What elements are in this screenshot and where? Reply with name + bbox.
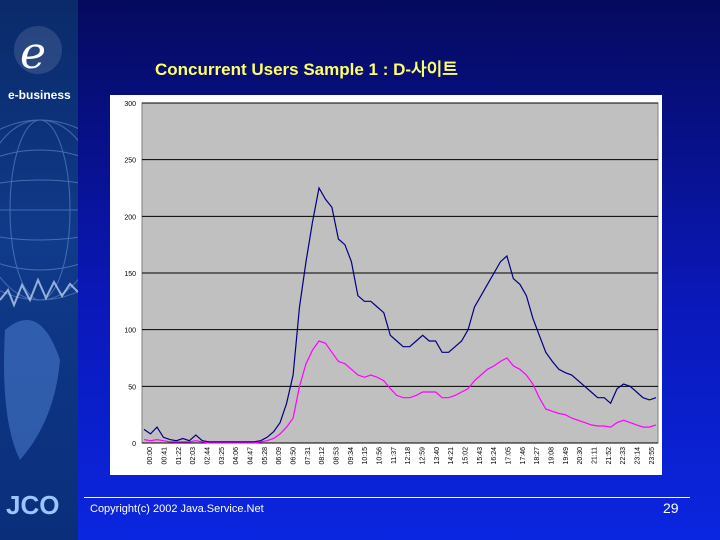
x-tick-label: 03:25: [219, 447, 226, 465]
x-tick-label: 11:37: [391, 447, 398, 464]
x-tick-label: 17:05: [506, 447, 513, 465]
y-tick-label: 250: [124, 158, 136, 165]
x-tick-label: 08:53: [334, 447, 341, 465]
e-logo-icon: e: [20, 28, 46, 79]
x-tick-label: 04:47: [248, 447, 255, 465]
y-tick-label: 0: [132, 441, 136, 448]
x-tick-label: 15:43: [477, 447, 484, 465]
x-tick-label: 04:06: [233, 447, 240, 465]
y-tick-label: 100: [124, 328, 136, 335]
slide-title: Concurrent Users Sample 1 : D-사이트: [155, 60, 458, 79]
x-tick-label: 10:56: [377, 447, 384, 465]
x-tick-label: 16:24: [491, 447, 498, 465]
brand-text: e-business: [8, 88, 71, 102]
x-tick-label: 23:55: [649, 447, 656, 465]
x-tick-label: 21:11: [592, 447, 599, 464]
x-tick-label: 06:50: [291, 447, 298, 465]
x-tick-label: 14:21: [448, 447, 455, 465]
x-tick-label: 00:41: [162, 447, 169, 465]
footer-divider: [84, 497, 690, 498]
x-tick-label: 15:02: [463, 447, 470, 465]
x-tick-label: 21:52: [606, 447, 613, 465]
page-number: 29: [663, 500, 679, 516]
x-tick-label: 10:15: [362, 447, 369, 465]
x-tick-label: 20:30: [577, 447, 584, 465]
concurrent-users-chart: 0 50 100 150 200 250 300 00:00 00:41 01:22 02:03 0…: [124, 101, 659, 465]
x-tick-label: 17:46: [520, 447, 527, 465]
y-tick-label: 50: [128, 384, 136, 391]
series-line-2: [143, 340, 657, 444]
x-tick-label: 05:28: [262, 447, 269, 465]
x-tick-label: 07:31: [305, 447, 312, 465]
y-tick-label: 150: [124, 271, 136, 278]
series-line-1: [143, 186, 657, 443]
x-tick-label: 06:09: [276, 447, 283, 465]
x-tick-label: 19:08: [549, 447, 556, 465]
jco-logo: JCO: [6, 490, 60, 520]
copyright-text: Copyright(c) 2002 Java.Service.Net: [90, 503, 264, 515]
chart-container: 0 50 100 150 200 250 300 00:00 00:41 01:22 02:03 0…: [110, 95, 662, 475]
x-tick-label: 00:00: [147, 447, 154, 465]
x-tick-label: 01:22: [176, 447, 183, 465]
x-tick-label: 23:14: [635, 447, 642, 465]
x-tick-label: 19:49: [563, 447, 570, 465]
x-tick-label: 02:03: [190, 447, 197, 465]
x-tick-label: 12:18: [405, 447, 412, 465]
y-tick-label: 200: [124, 214, 136, 221]
sidebar-decoration: e e-business JCO: [0, 0, 78, 540]
x-tick-label: 09:34: [348, 447, 355, 465]
x-tick-label: 12:59: [420, 447, 427, 465]
x-tick-label: 18:27: [534, 447, 541, 465]
x-tick-label: 22:33: [620, 447, 627, 465]
x-tick-label: 13:40: [434, 447, 441, 465]
x-tick-label: 08:12: [319, 447, 326, 465]
y-tick-label: 300: [124, 101, 136, 108]
globe-decoration-icon: e: [0, 26, 78, 460]
x-tick-label: 02:44: [205, 447, 212, 465]
